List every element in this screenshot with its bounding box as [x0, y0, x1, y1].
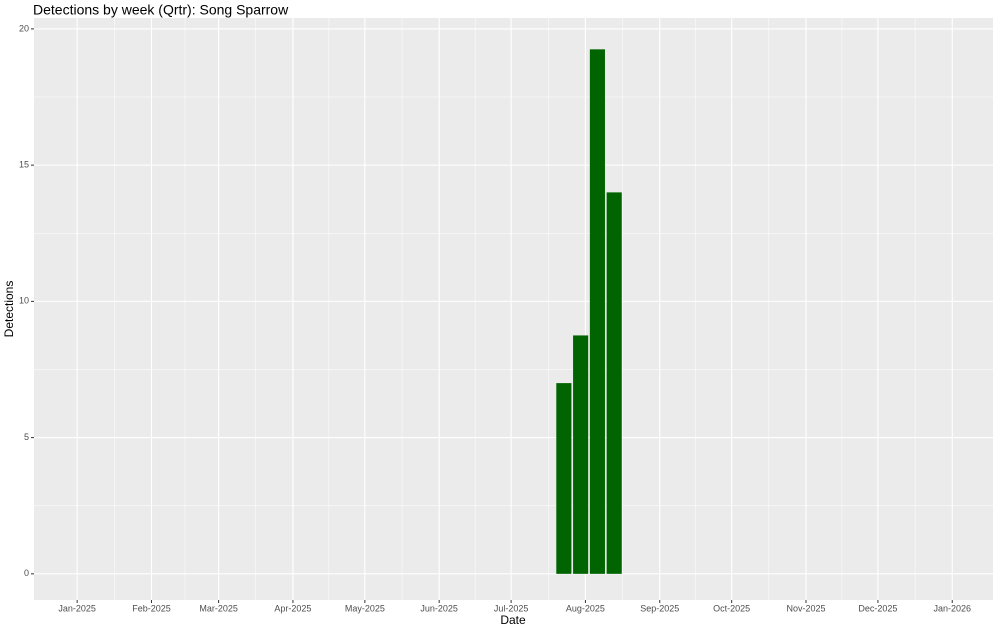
- y-axis-title: Detections: [2, 281, 16, 338]
- x-tick-label: Apr-2025: [274, 603, 311, 613]
- x-tick-label: Jun-2025: [420, 603, 458, 613]
- x-tick-label: Dec-2025: [858, 603, 897, 613]
- bar: [556, 383, 572, 574]
- x-axis-title: Date: [500, 613, 526, 627]
- bar: [589, 49, 605, 574]
- y-tick-label: 20: [19, 23, 29, 33]
- x-tick-label: Nov-2025: [786, 603, 825, 613]
- x-tick-label: Jan-2025: [58, 603, 96, 613]
- y-tick-label: 5: [24, 432, 29, 442]
- y-tick-label: 10: [19, 296, 29, 306]
- y-tick-label: 0: [24, 568, 29, 578]
- x-tick-label: Sep-2025: [640, 603, 679, 613]
- x-tick-label: Aug-2025: [566, 603, 605, 613]
- x-tick-label: Oct-2025: [713, 603, 750, 613]
- x-tick-label: May-2025: [345, 603, 385, 613]
- bar: [573, 335, 589, 574]
- plot-panel: [34, 18, 993, 600]
- x-tick-label: Jan-2026: [933, 603, 971, 613]
- x-tick-label: Feb-2025: [132, 603, 171, 613]
- y-tick-label: 15: [19, 160, 29, 170]
- x-tick-label: Jul-2025: [494, 603, 529, 613]
- chart-title: Detections by week (Qrtr): Song Sparrow: [33, 2, 289, 18]
- x-tick-label: Mar-2025: [199, 603, 238, 613]
- bar: [606, 192, 622, 574]
